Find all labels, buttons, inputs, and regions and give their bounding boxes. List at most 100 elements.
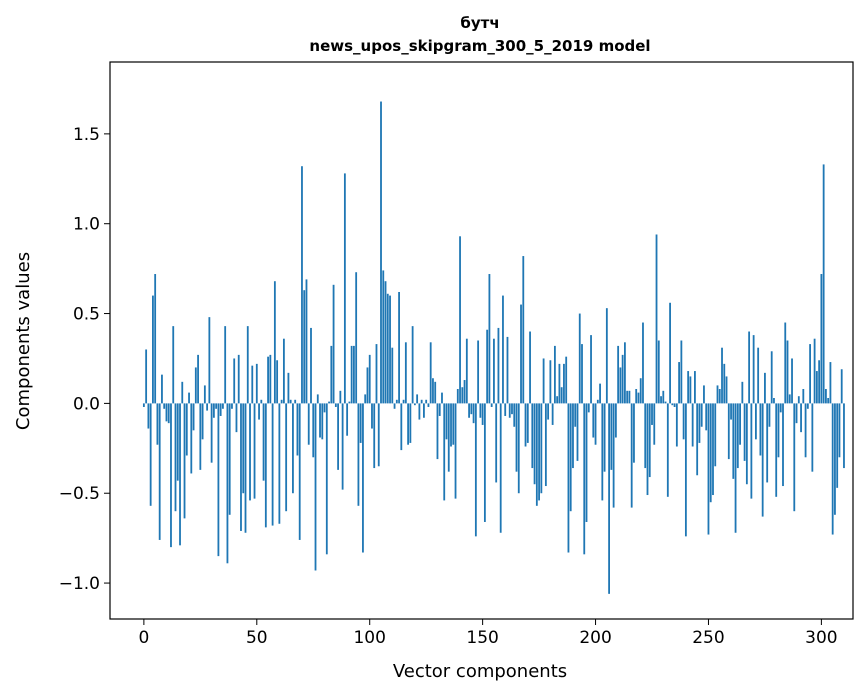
bar-88 — [341, 403, 344, 490]
bar-9 — [163, 403, 166, 409]
bar-49 — [253, 403, 256, 499]
bar-232 — [666, 403, 669, 497]
bar-97 — [362, 403, 364, 553]
bar-216 — [630, 403, 633, 508]
bar-25 — [199, 403, 202, 470]
bar-152 — [486, 329, 489, 404]
bar-90 — [346, 403, 349, 436]
bar-14 — [174, 403, 177, 512]
bar-149 — [479, 403, 482, 418]
bar-39 — [231, 403, 233, 409]
bar-45 — [244, 403, 247, 533]
bar-257 — [723, 363, 726, 404]
bar-155 — [493, 338, 495, 404]
bar-188 — [567, 403, 570, 553]
plot-frame — [109, 61, 854, 620]
bar-40 — [233, 358, 236, 404]
bar-289 — [795, 403, 798, 424]
bar-28 — [206, 403, 209, 411]
bar-43 — [240, 403, 242, 531]
bar-240 — [684, 403, 687, 537]
bar-277 — [768, 403, 771, 427]
bar-207 — [610, 403, 613, 470]
bar-162 — [508, 403, 511, 418]
bar-166 — [517, 403, 520, 494]
bar-15 — [176, 403, 179, 481]
bar-283 — [782, 403, 784, 487]
bar-144 — [468, 403, 470, 418]
bar-131 — [438, 403, 441, 416]
bar-133 — [443, 403, 446, 501]
bar-145 — [470, 403, 473, 415]
bar-234 — [671, 403, 674, 406]
bar-30 — [210, 403, 213, 463]
bar-241 — [687, 371, 690, 404]
bar-304 — [829, 362, 832, 404]
bar-156 — [495, 403, 498, 483]
bar-73 — [307, 403, 310, 445]
y-tick-label: 1.0 — [73, 215, 100, 235]
bar-146 — [472, 403, 475, 424]
bar-258 — [725, 376, 728, 404]
bar-310 — [843, 403, 845, 469]
bar-95 — [357, 403, 360, 506]
bar-205 — [605, 308, 608, 404]
bar-179 — [547, 403, 550, 420]
bar-137 — [452, 403, 455, 445]
bar-300 — [820, 274, 823, 404]
bar-17 — [181, 381, 184, 404]
bar-84 — [332, 284, 335, 404]
bar-170 — [526, 403, 529, 443]
bar-59 — [276, 360, 279, 404]
bar-190 — [572, 403, 574, 469]
chart-title: бутч — [460, 14, 499, 32]
bar-192 — [576, 403, 579, 461]
bar-91 — [348, 401, 351, 404]
bar-1 — [145, 349, 148, 404]
chart-subtitle: news_upos_skipgram_300_5_2019 model — [309, 37, 650, 55]
bar-250 — [707, 403, 710, 535]
bar-218 — [635, 389, 638, 404]
bar-279 — [773, 398, 775, 404]
bar-278 — [770, 351, 773, 404]
bar-168 — [522, 256, 525, 404]
bar-19 — [185, 403, 188, 456]
bar-200 — [594, 403, 597, 445]
bar-68 — [296, 403, 299, 456]
bar-246 — [698, 403, 701, 443]
bar-225 — [651, 403, 653, 425]
bar-297 — [813, 338, 816, 404]
bar-44 — [242, 403, 245, 494]
y-tick-label: −1.0 — [59, 574, 100, 594]
bar-0 — [142, 403, 145, 407]
bar-118 — [409, 403, 412, 443]
bar-174 — [535, 403, 538, 506]
bar-74 — [310, 327, 312, 404]
bar-6 — [156, 403, 159, 445]
bar-281 — [777, 403, 780, 458]
bar-123 — [420, 399, 423, 404]
bar-119 — [411, 326, 414, 404]
bar-290 — [797, 396, 800, 404]
bar-110 — [391, 347, 394, 404]
bar-238 — [680, 340, 683, 404]
bar-8 — [161, 374, 163, 404]
bar-50 — [255, 363, 258, 404]
bar-176 — [540, 403, 543, 494]
bar-31 — [212, 403, 215, 418]
bar-58 — [273, 281, 276, 404]
bar-64 — [287, 372, 290, 404]
bar-185 — [560, 387, 563, 404]
y-tick-label: 0.0 — [73, 394, 100, 414]
bar-180 — [549, 360, 552, 404]
bar-100 — [368, 354, 371, 404]
bar-81 — [325, 403, 328, 555]
bar-248 — [703, 385, 705, 404]
bar-268 — [748, 331, 751, 404]
bar-122 — [418, 403, 421, 420]
bar-21 — [190, 403, 193, 474]
bar-66 — [292, 403, 294, 494]
bar-244 — [694, 371, 696, 404]
bar-105 — [380, 101, 382, 404]
